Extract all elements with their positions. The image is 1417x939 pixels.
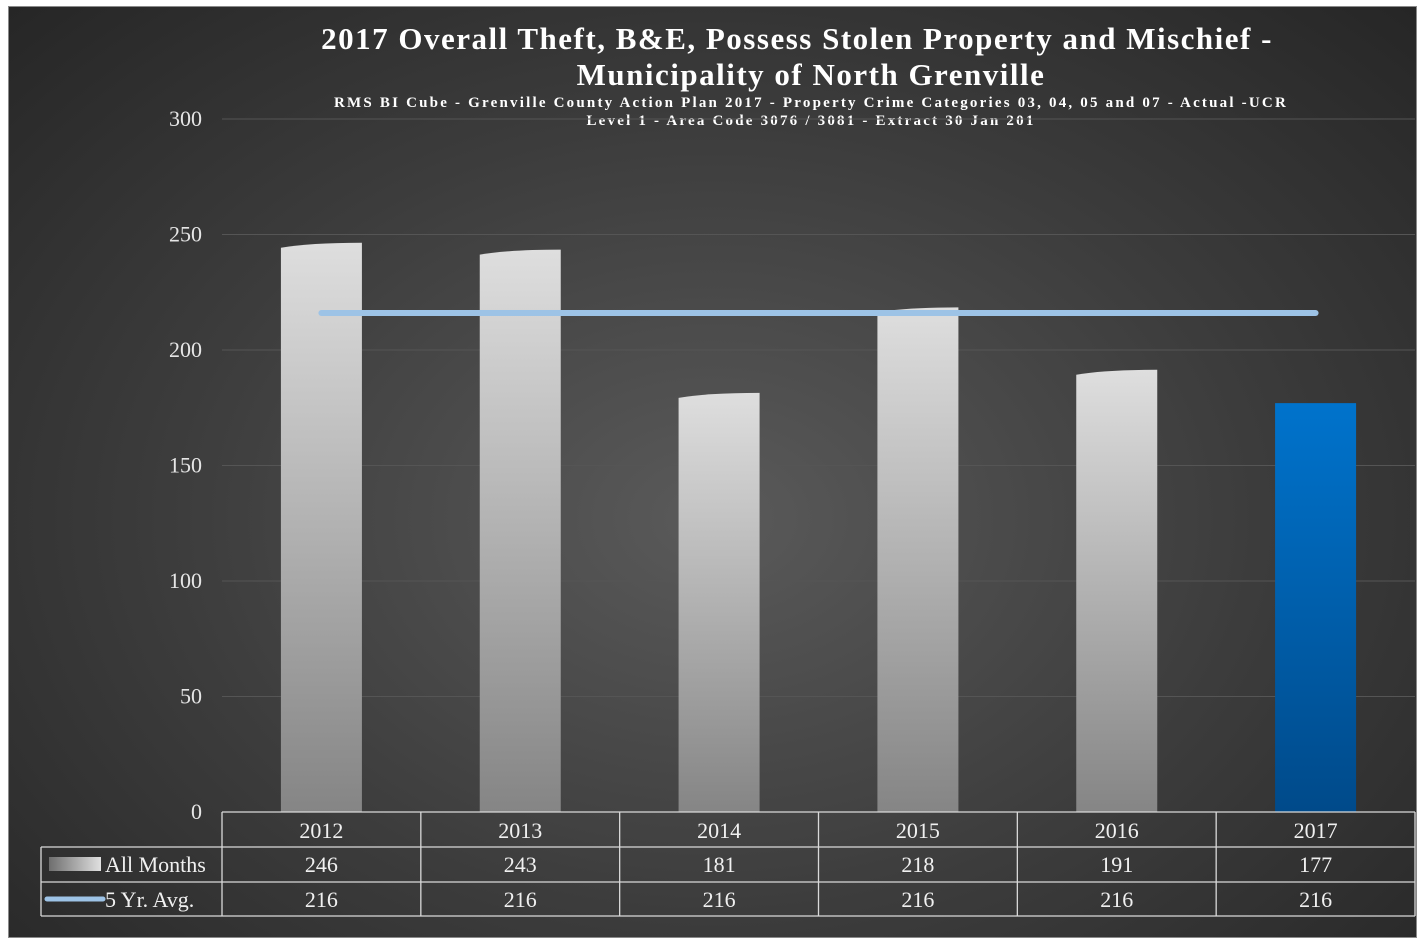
data-table-value: 216 [703, 887, 736, 912]
x-tick-label: 2015 [896, 818, 940, 843]
bar-2017 [1275, 403, 1357, 812]
x-tick-label: 2012 [299, 818, 343, 843]
x-tick-label: 2016 [1095, 818, 1139, 843]
y-tick-label: 250 [169, 222, 202, 247]
y-tick-label: 300 [169, 106, 202, 131]
bar-2016 [1076, 369, 1158, 812]
data-table-value: 243 [504, 852, 537, 877]
y-tick-label: 200 [169, 337, 202, 362]
data-table-value: 216 [305, 887, 338, 912]
data-table-value: 216 [901, 887, 934, 912]
legend-label: 5 Yr. Avg. [105, 887, 194, 912]
x-tick-label: 2014 [697, 818, 741, 843]
data-table-value: 246 [305, 852, 338, 877]
chart-container: 2017 Overall Theft, B&E, Possess Stolen … [8, 6, 1417, 938]
data-table-value: 216 [1299, 887, 1332, 912]
y-tick-label: 0 [191, 799, 202, 824]
chart-subtitle-line-2: Level 1 - Area Code 3076 / 3081 - Extrac… [586, 113, 1035, 129]
gridlines [222, 118, 1415, 697]
data-table-value: 177 [1299, 852, 1332, 877]
data-table-value: 218 [901, 852, 934, 877]
data-table-value: 216 [1100, 887, 1133, 912]
bar-2013 [479, 249, 561, 813]
data-table-value: 181 [703, 852, 736, 877]
bar-2012 [280, 242, 362, 813]
chart-svg: 2017 Overall Theft, B&E, Possess Stolen … [40, 21, 1416, 917]
chart-subtitle-line-1: RMS BI Cube - Grenville County Action Pl… [334, 95, 1288, 111]
legend-swatch-bars [49, 857, 101, 871]
bar-2014 [678, 392, 760, 812]
data-table-value: 216 [504, 887, 537, 912]
chart-title-line-1: 2017 Overall Theft, B&E, Possess Stolen … [321, 21, 1273, 56]
legend-label: All Months [105, 852, 206, 877]
bars [280, 242, 1357, 813]
x-tick-label: 2017 [1294, 818, 1338, 843]
data-table-value: 191 [1100, 852, 1133, 877]
y-tick-label: 100 [169, 568, 202, 593]
chart-title-line-2: Municipality of North Grenville [577, 57, 1046, 92]
x-tick-label: 2013 [498, 818, 542, 843]
data-table: 2012 2013 2014 2015 2016 2017 All Months 246 243… [40, 811, 1416, 917]
y-tick-label: 50 [180, 684, 202, 709]
y-tick-label: 150 [169, 453, 202, 478]
y-axis-ticks: 0 50 100 150 200 250 300 [169, 106, 202, 824]
bar-2015 [877, 307, 959, 812]
